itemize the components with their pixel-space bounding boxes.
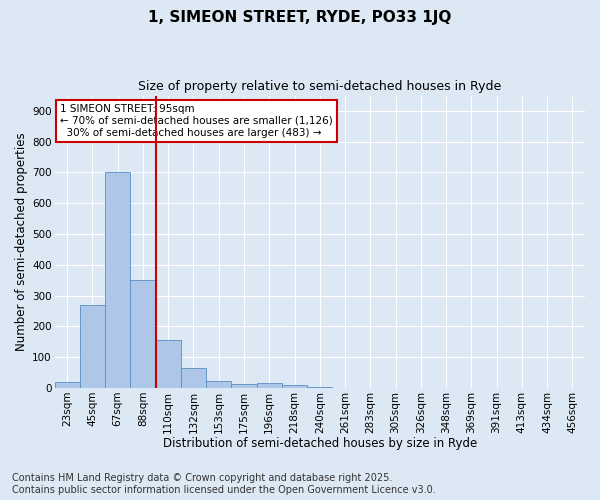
X-axis label: Distribution of semi-detached houses by size in Ryde: Distribution of semi-detached houses by … xyxy=(163,437,477,450)
Bar xyxy=(206,381,232,388)
Text: 1, SIMEON STREET, RYDE, PO33 1JQ: 1, SIMEON STREET, RYDE, PO33 1JQ xyxy=(148,10,452,25)
Y-axis label: Number of semi-detached properties: Number of semi-detached properties xyxy=(15,132,28,351)
Title: Size of property relative to semi-detached houses in Ryde: Size of property relative to semi-detach… xyxy=(138,80,502,93)
Bar xyxy=(257,384,282,388)
Bar xyxy=(105,172,130,388)
Bar xyxy=(55,382,80,388)
Bar xyxy=(232,384,257,388)
Text: 1 SIMEON STREET: 95sqm
← 70% of semi-detached houses are smaller (1,126)
  30% o: 1 SIMEON STREET: 95sqm ← 70% of semi-det… xyxy=(60,104,332,138)
Bar xyxy=(80,305,105,388)
Bar xyxy=(130,280,155,388)
Text: Contains HM Land Registry data © Crown copyright and database right 2025.
Contai: Contains HM Land Registry data © Crown c… xyxy=(12,474,436,495)
Bar xyxy=(282,386,307,388)
Bar xyxy=(155,340,181,388)
Bar xyxy=(181,368,206,388)
